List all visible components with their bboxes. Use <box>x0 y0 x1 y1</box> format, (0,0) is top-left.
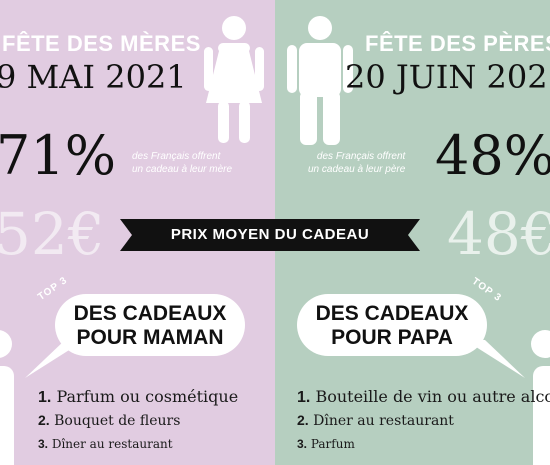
fathers-avg-price: 48€ <box>447 200 550 268</box>
fathers-bubble-line2: POUR PAPA <box>331 326 453 349</box>
mothers-gift-1-label: Parfum ou cosmétique <box>56 387 239 406</box>
fathers-gift-1-label: Bouteille de vin ou autre alcool <box>315 387 550 406</box>
fathers-gift-2: 2. Dîner au restaurant <box>297 412 454 429</box>
mothers-top3-label: TOP 3 <box>36 274 70 304</box>
fathers-percent: 48% <box>435 124 550 187</box>
fathers-caption-line2: un cadeau à leur père <box>308 164 406 175</box>
fathers-percent-caption: des Français offrent un cadeau à leur pè… <box>308 150 405 176</box>
fathers-gifts-bubble: DES CADEAUX POUR PAPA <box>297 294 487 356</box>
mothers-caption-line2: un cadeau à leur mère <box>132 164 233 175</box>
mothers-gift-2-label: Bouquet de fleurs <box>54 413 181 429</box>
person-silhouette-icon <box>0 330 14 465</box>
fathers-gift-2-rank: 2. <box>297 412 309 428</box>
speech-bubble-icon <box>465 340 525 378</box>
fathers-bubble-line1: DES CADEAUX <box>315 302 469 325</box>
banner-ribbon-shape <box>120 219 420 251</box>
mothers-gift-2: 2. Bouquet de fleurs <box>38 412 180 429</box>
mothers-gift-2-rank: 2. <box>38 412 50 428</box>
fathers-gift-3-label: Parfum <box>310 437 355 451</box>
fathers-gift-1: 1. Bouteille de vin ou autre alcool <box>297 387 550 407</box>
fathers-gift-1-rank: 1. <box>297 389 311 406</box>
mothers-day-title: FÊTE DES MÈRES <box>2 31 201 56</box>
mothers-caption-line1: des Français offrent <box>132 151 221 162</box>
person-silhouette-icon <box>531 330 550 465</box>
mothers-avg-price: 52€ <box>0 200 105 268</box>
mothers-gift-1: 1. Parfum ou cosmétique <box>38 387 238 407</box>
mothers-gift-3-rank: 3. <box>38 437 49 451</box>
fathers-day-date: 20 JUIN 2021 <box>345 58 550 96</box>
banner-label: PRIX MOYEN DU CADEAU <box>170 226 370 243</box>
fathers-gift-3-rank: 3. <box>297 437 308 451</box>
mothers-percent-caption: des Français offrent un cadeau à leur mè… <box>132 150 232 176</box>
woman-icon <box>204 16 264 143</box>
fathers-gift-2-label: Dîner au restaurant <box>313 413 454 429</box>
mothers-gift-1-rank: 1. <box>38 389 52 406</box>
man-icon <box>287 16 353 145</box>
mothers-percent: 71% <box>0 124 117 187</box>
fathers-gift-3: 3. Parfum <box>297 437 355 451</box>
average-price-banner: PRIX MOYEN DU CADEAU <box>120 219 420 251</box>
mothers-day-date: 9 MAI 2021 <box>0 58 187 96</box>
fathers-day-title: FÊTE DES PÈRES <box>365 31 550 56</box>
fathers-caption-line1: des Français offrent <box>316 151 406 162</box>
mothers-gift-3: 3. Dîner au restaurant <box>38 437 173 451</box>
mothers-bubble-line2: POUR MAMAN <box>76 326 224 349</box>
mothers-gifts-bubble: DES CADEAUX POUR MAMAN <box>55 294 245 356</box>
mothers-gift-3-label: Dîner au restaurant <box>51 437 173 451</box>
mothers-bubble-line1: DES CADEAUX <box>73 302 227 325</box>
